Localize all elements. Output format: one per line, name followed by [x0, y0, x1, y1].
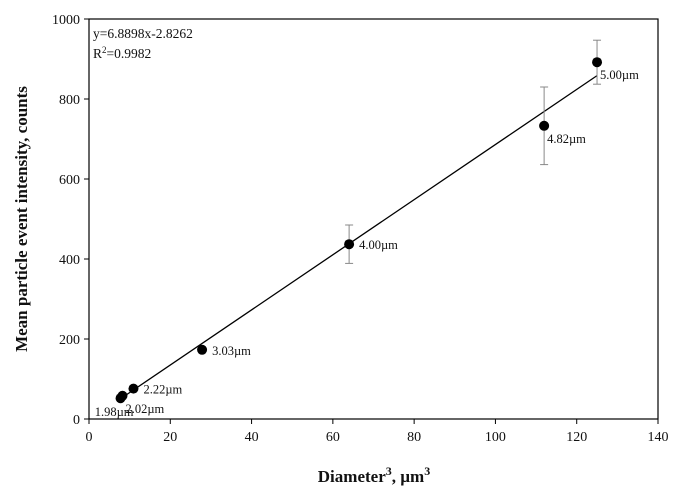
- axis-ticks-layer: 0 20 40 60 80 100 120 140 0 200 400 600 800 1000: [52, 13, 669, 445]
- regression-line-layer: [121, 76, 597, 399]
- y-tick-label: 400: [59, 253, 80, 268]
- equation-annotation: y=6.8898x-2.8262 R2=0.9982: [93, 26, 193, 61]
- plot-area: [89, 19, 658, 419]
- data-point-label: 4.82µm: [547, 132, 586, 146]
- data-point-label: 2.22µm: [143, 383, 182, 397]
- equation-text: y=6.8898x-2.8262: [93, 26, 193, 41]
- x-axis-title: Diameter3, µm3: [318, 464, 430, 486]
- data-points-layer: 1.98µm2.02µm2.22µm3.03µm4.00µm4.82µm5.00…: [95, 57, 639, 419]
- data-point-label: 3.03µm: [212, 344, 251, 358]
- x-tick-label: 120: [566, 430, 587, 445]
- x-tick-label: 40: [245, 430, 259, 445]
- plot-border: [89, 19, 658, 419]
- data-point: [592, 57, 602, 67]
- y-tick-label: 800: [59, 93, 80, 108]
- x-tick-label: 0: [86, 430, 93, 445]
- y-tick-label: 1000: [52, 13, 80, 28]
- data-point-label: 4.00µm: [359, 238, 398, 252]
- data-point: [117, 391, 127, 401]
- x-tick-label: 80: [407, 430, 421, 445]
- data-point: [344, 239, 354, 249]
- y-tick-label: 0: [73, 413, 80, 428]
- data-point: [197, 345, 207, 355]
- y-axis-title: Mean particle event intensity, counts: [12, 86, 31, 352]
- x-tick-label: 60: [326, 430, 340, 445]
- data-point: [539, 121, 549, 131]
- x-tick-label: 20: [163, 430, 177, 445]
- y-tick-label: 200: [59, 333, 80, 348]
- data-point-label: 2.02µm: [125, 402, 164, 416]
- y-tick-label: 600: [59, 173, 80, 188]
- error-bars-layer: [345, 40, 601, 263]
- data-point: [128, 384, 138, 394]
- x-tick-label: 100: [485, 430, 506, 445]
- x-tick-label: 140: [648, 430, 669, 445]
- regression-line: [121, 76, 597, 399]
- data-point-label: 5.00µm: [600, 68, 639, 82]
- r-squared-text: R2=0.9982: [93, 45, 151, 61]
